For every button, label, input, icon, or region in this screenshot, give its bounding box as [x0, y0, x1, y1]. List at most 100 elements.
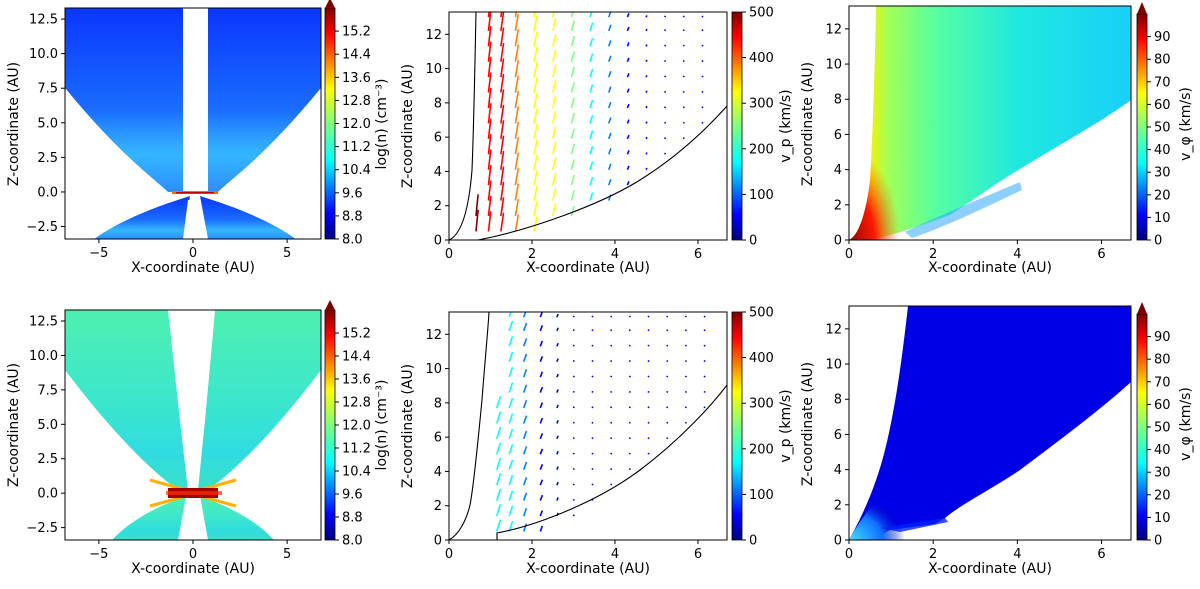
velocity-vector [664, 90, 667, 93]
wind-region [65, 8, 183, 192]
velocity-vector [500, 89, 505, 109]
wind-region [208, 8, 321, 192]
velocity-vector [647, 390, 650, 393]
colorbar-tick-label: 60 [1154, 98, 1171, 113]
velocity-vector [539, 340, 544, 347]
velocity-vector [514, 12, 518, 18]
velocity-vector [610, 452, 613, 455]
x-tick-label: 0 [845, 247, 853, 262]
y-axis: −2.5 0.0 2.5 5.0 7.5 10.0 12.5 [26, 13, 65, 235]
wind-region [112, 496, 274, 540]
velocity-vector [495, 442, 502, 455]
velocity-vector [551, 64, 557, 78]
velocity-vector [701, 75, 704, 78]
rotation-field [849, 306, 1131, 540]
velocity-vector [647, 452, 650, 455]
y-tick-label: 0.0 [37, 487, 58, 502]
y-tick-label: 0 [834, 534, 842, 549]
velocity-vector [514, 60, 520, 78]
velocity-vector [591, 315, 594, 318]
velocity-vector [628, 406, 631, 409]
y-tick-label: 4 [434, 165, 442, 180]
x-axis-title: X-coordinate (AU) [526, 260, 650, 276]
wind-region [94, 196, 296, 239]
axis-cavity [183, 8, 208, 196]
velocity-vector [645, 105, 648, 109]
panel-density-top: −5 0 5 −2.5 0.0 2.5 5.0 7.5 10.0 12.5 X-coordina… [6, 0, 390, 276]
velocity-vector [487, 103, 492, 124]
velocity-vector [487, 149, 492, 170]
x-axis-title: X-coordinate (AU) [526, 561, 650, 577]
velocity-vector [495, 488, 502, 501]
velocity-vector [495, 504, 502, 517]
velocity-vector [500, 12, 505, 31]
colorbar-tick-label: 90 [1154, 330, 1171, 345]
velocity-vector [487, 41, 492, 62]
y-tick-label: 8 [834, 393, 842, 408]
velocity-vector [514, 183, 520, 201]
y-tick-label: 10.0 [29, 47, 58, 62]
velocity-vector [684, 344, 687, 347]
velocity-vector [500, 181, 505, 201]
colorbar-tick-label: 70 [1154, 75, 1171, 90]
velocity-vector [628, 452, 631, 455]
velocity-vector [703, 344, 706, 347]
velocity-vector [664, 137, 667, 140]
velocity-vector [701, 15, 704, 18]
colorbar-bar [324, 309, 336, 541]
velocity-vector [607, 178, 612, 186]
velocity-vector [500, 12, 503, 18]
velocity-vector [572, 406, 575, 409]
y-tick-label: 12 [425, 28, 442, 43]
velocity-vector [551, 141, 557, 155]
velocity-vector [508, 428, 514, 440]
velocity-vector [495, 519, 502, 532]
velocity-vector [487, 164, 492, 186]
velocity-vector [514, 121, 520, 139]
colorbar: log(n) (cm⁻³) 8.0 8.8 9.6 10.4 11.2 12.0 12.8 1… [324, 300, 390, 549]
colorbar-label: v_p (km/s) [778, 389, 794, 462]
velocity-vector [682, 137, 685, 140]
velocity-vector [570, 159, 576, 170]
velocity-vector [647, 329, 650, 332]
velocity-vector [628, 344, 631, 347]
velocity-vector [508, 382, 514, 393]
velocity-vector [610, 421, 613, 424]
velocity-vector [626, 88, 630, 93]
velocity-vector [701, 44, 704, 47]
velocity-vector [514, 106, 520, 124]
velocity-vector [572, 329, 575, 332]
velocity-vector [556, 327, 559, 332]
y-axis-title: Z-coordinate (AU) [400, 64, 416, 188]
y-tick-label: 8 [434, 96, 442, 111]
velocity-vector [572, 452, 575, 455]
colorbar-tick-label: 20 [1154, 188, 1171, 203]
panel-density-bottom: −5 0 5 −2.5 0.0 2.5 5.0 7.5 10.0 12.5 X-coordina… [6, 300, 390, 577]
y-tick-label: 8 [434, 396, 442, 411]
velocity-vector [514, 44, 520, 62]
y-axis: 0 2 4 6 8 10 12 [425, 28, 449, 249]
wind-outer-boundary [496, 384, 727, 540]
velocity-vector [556, 466, 559, 471]
velocity-vector [551, 33, 557, 47]
velocity-vector [701, 29, 704, 32]
colorbar-tick-label: 8.0 [342, 233, 363, 248]
rotation-core [849, 495, 905, 540]
colorbar-label: v_φ (km/s) [1178, 387, 1194, 461]
colorbar-tick-label: 300 [749, 397, 774, 412]
colorbar-tick-label: 10.4 [342, 163, 371, 178]
velocity-vector [664, 29, 667, 32]
velocity-vector [589, 130, 594, 140]
x-tick-label: 0 [445, 547, 453, 562]
y-tick-label: 2 [434, 499, 442, 514]
velocity-vector [551, 172, 557, 186]
velocity-vector [591, 344, 594, 347]
colorbar-tick-label: 200 [749, 142, 774, 157]
velocity-vector [570, 174, 576, 186]
rotation-core [849, 150, 900, 240]
velocity-vector [556, 342, 559, 347]
velocity-vector [487, 56, 492, 78]
colorbar-tick-label: 100 [749, 488, 774, 503]
y-tick-label: 12 [825, 22, 842, 37]
axis-cavity [168, 310, 215, 490]
